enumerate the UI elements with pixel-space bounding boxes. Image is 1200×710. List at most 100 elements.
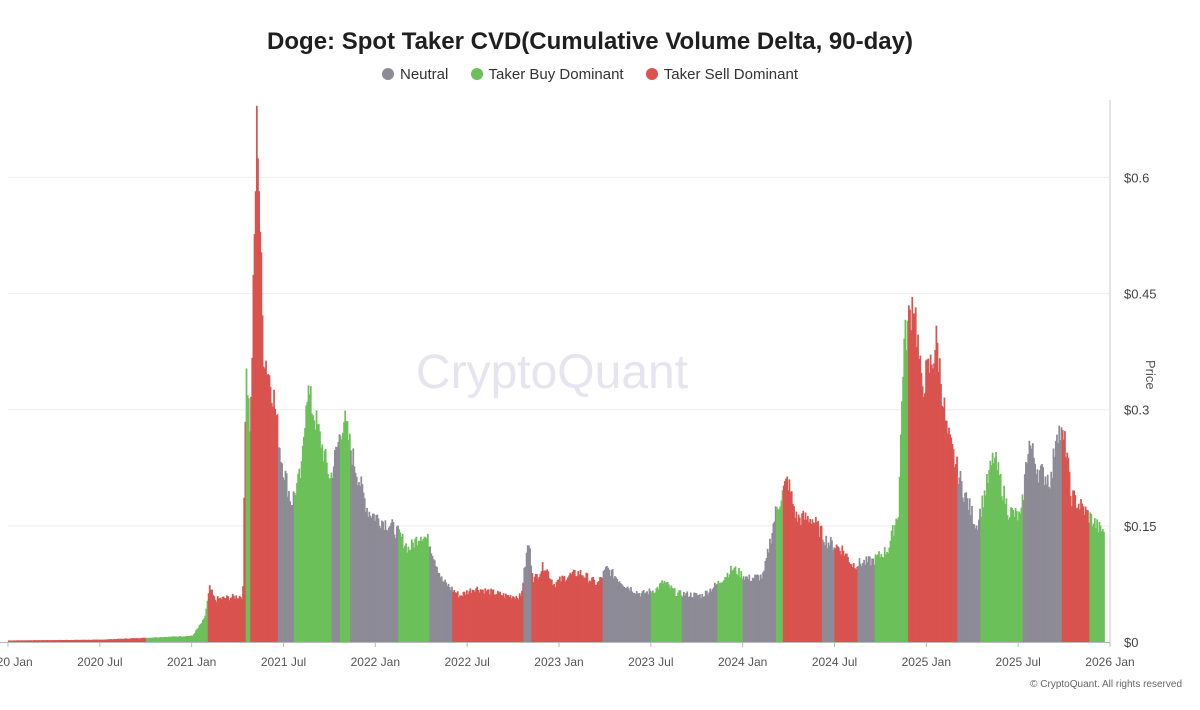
price-bar-neutral xyxy=(641,591,644,642)
price-bar-sell xyxy=(223,598,226,642)
price-bar-sell xyxy=(104,639,107,642)
price-bar-buy xyxy=(175,636,178,642)
legend-item-neutral[interactable]: Neutral xyxy=(382,66,448,83)
price-bar-buy xyxy=(1100,531,1103,642)
x-tick-label: 2021 Jul xyxy=(261,655,306,669)
price-bar-neutral xyxy=(390,522,393,642)
price-bar-neutral xyxy=(831,540,833,642)
price-bar-sell xyxy=(135,638,138,642)
price-bar-sell xyxy=(42,640,45,642)
price-bar-sell xyxy=(471,589,474,642)
price-bar-buy xyxy=(896,519,899,642)
price-bar-buy xyxy=(874,554,877,642)
price-bar-sell xyxy=(253,234,256,643)
price-bar-sell xyxy=(498,592,500,642)
price-bar-neutral xyxy=(368,511,371,642)
price-bar-sell xyxy=(267,374,270,642)
price-bar-sell xyxy=(103,639,106,642)
price-bar-sell xyxy=(926,359,929,642)
price-bar-neutral xyxy=(618,581,621,642)
price-bar-neutral xyxy=(351,464,353,642)
price-bar-buy xyxy=(301,445,304,642)
price-bar-sell xyxy=(565,579,568,642)
price-bar-sell xyxy=(485,591,488,642)
price-bar-neutral xyxy=(973,524,976,642)
price-bar-buy xyxy=(1091,526,1094,642)
price-bar-neutral xyxy=(774,506,777,642)
price-bar-buy xyxy=(160,637,163,642)
price-bar-sell xyxy=(34,640,37,642)
price-bar-sell xyxy=(956,456,958,642)
price-bar-neutral xyxy=(620,584,623,642)
price-bar-sell xyxy=(105,639,108,642)
price-bar-neutral xyxy=(438,573,441,642)
legend-item-buy[interactable]: Taker Buy Dominant xyxy=(470,66,624,83)
price-bar-buy xyxy=(307,385,310,642)
price-bar-neutral xyxy=(369,515,372,642)
price-bar-buy xyxy=(146,637,149,642)
price-bar-buy xyxy=(177,636,180,642)
price-bar-buy xyxy=(1095,528,1097,642)
price-bar-sell xyxy=(817,520,820,642)
price-bar-buy xyxy=(655,588,658,642)
x-tick-label: 2024 Jul xyxy=(812,655,857,669)
price-bar-buy xyxy=(1000,496,1003,642)
price-bar-sell xyxy=(115,639,118,642)
legend[interactable]: Neutral Taker Buy Dominant Taker Sell Do… xyxy=(0,66,1180,83)
price-bar-neutral xyxy=(445,582,448,642)
price-bar-sell xyxy=(270,402,273,642)
price-bar-buy xyxy=(180,636,182,642)
price-bar-neutral xyxy=(623,587,626,642)
price-bar-neutral xyxy=(963,501,965,642)
price-bar-neutral xyxy=(278,447,281,642)
price-bar-sell xyxy=(59,639,62,642)
price-bar-sell xyxy=(502,593,505,642)
price-bar-buy xyxy=(674,595,677,642)
price-bar-sell xyxy=(224,598,227,642)
price-bar-buy xyxy=(888,547,891,642)
price-bar-sell xyxy=(932,368,934,642)
price-bar-buy xyxy=(875,555,878,642)
price-bar-sell xyxy=(22,640,25,642)
price-bar-buy xyxy=(294,495,297,642)
price-bar-sell xyxy=(474,591,476,642)
price-bar-buy xyxy=(306,401,309,642)
price-bar-neutral xyxy=(360,476,363,642)
price-bar-buy xyxy=(165,636,168,642)
price-bar-neutral xyxy=(767,552,770,642)
price-bar-neutral xyxy=(1039,465,1042,642)
price-bar-neutral xyxy=(867,556,870,642)
price-bar-neutral xyxy=(682,591,685,642)
price-bar-sell xyxy=(218,598,220,642)
price-bar-buy xyxy=(173,636,176,642)
price-bar-sell xyxy=(82,639,85,642)
price-bar-sell xyxy=(129,638,132,642)
price-bar-buy xyxy=(660,582,662,642)
price-bar-neutral xyxy=(685,592,688,642)
price-bar-buy xyxy=(159,637,162,642)
price-bar-neutral xyxy=(384,520,387,642)
price-bar-buy xyxy=(881,556,884,642)
price-bar-buy xyxy=(343,422,345,642)
price-bar-sell xyxy=(53,640,56,642)
price-bar-buy xyxy=(996,470,999,642)
price-bar-neutral xyxy=(863,559,865,642)
price-bars[interactable] xyxy=(8,105,1105,643)
price-bar-neutral xyxy=(648,588,651,642)
price-bar-buy xyxy=(407,546,410,642)
price-bar-buy xyxy=(890,530,893,642)
price-bar-sell xyxy=(921,386,924,642)
price-bar-neutral xyxy=(612,578,615,642)
price-bar-neutral xyxy=(528,545,530,642)
price-bar-sell xyxy=(231,593,234,642)
legend-item-sell[interactable]: Taker Sell Dominant xyxy=(645,66,798,83)
price-bar-sell xyxy=(63,639,65,642)
price-bar-neutral xyxy=(773,521,776,642)
price-bar-sell xyxy=(140,638,142,642)
price-bar-neutral xyxy=(754,574,756,642)
price-bar-buy xyxy=(191,635,194,642)
price-bar-sell xyxy=(544,570,546,642)
price-bar-buy xyxy=(1007,519,1010,642)
y-tick-label: $0 xyxy=(1124,635,1138,650)
price-bar-sell xyxy=(788,479,791,642)
